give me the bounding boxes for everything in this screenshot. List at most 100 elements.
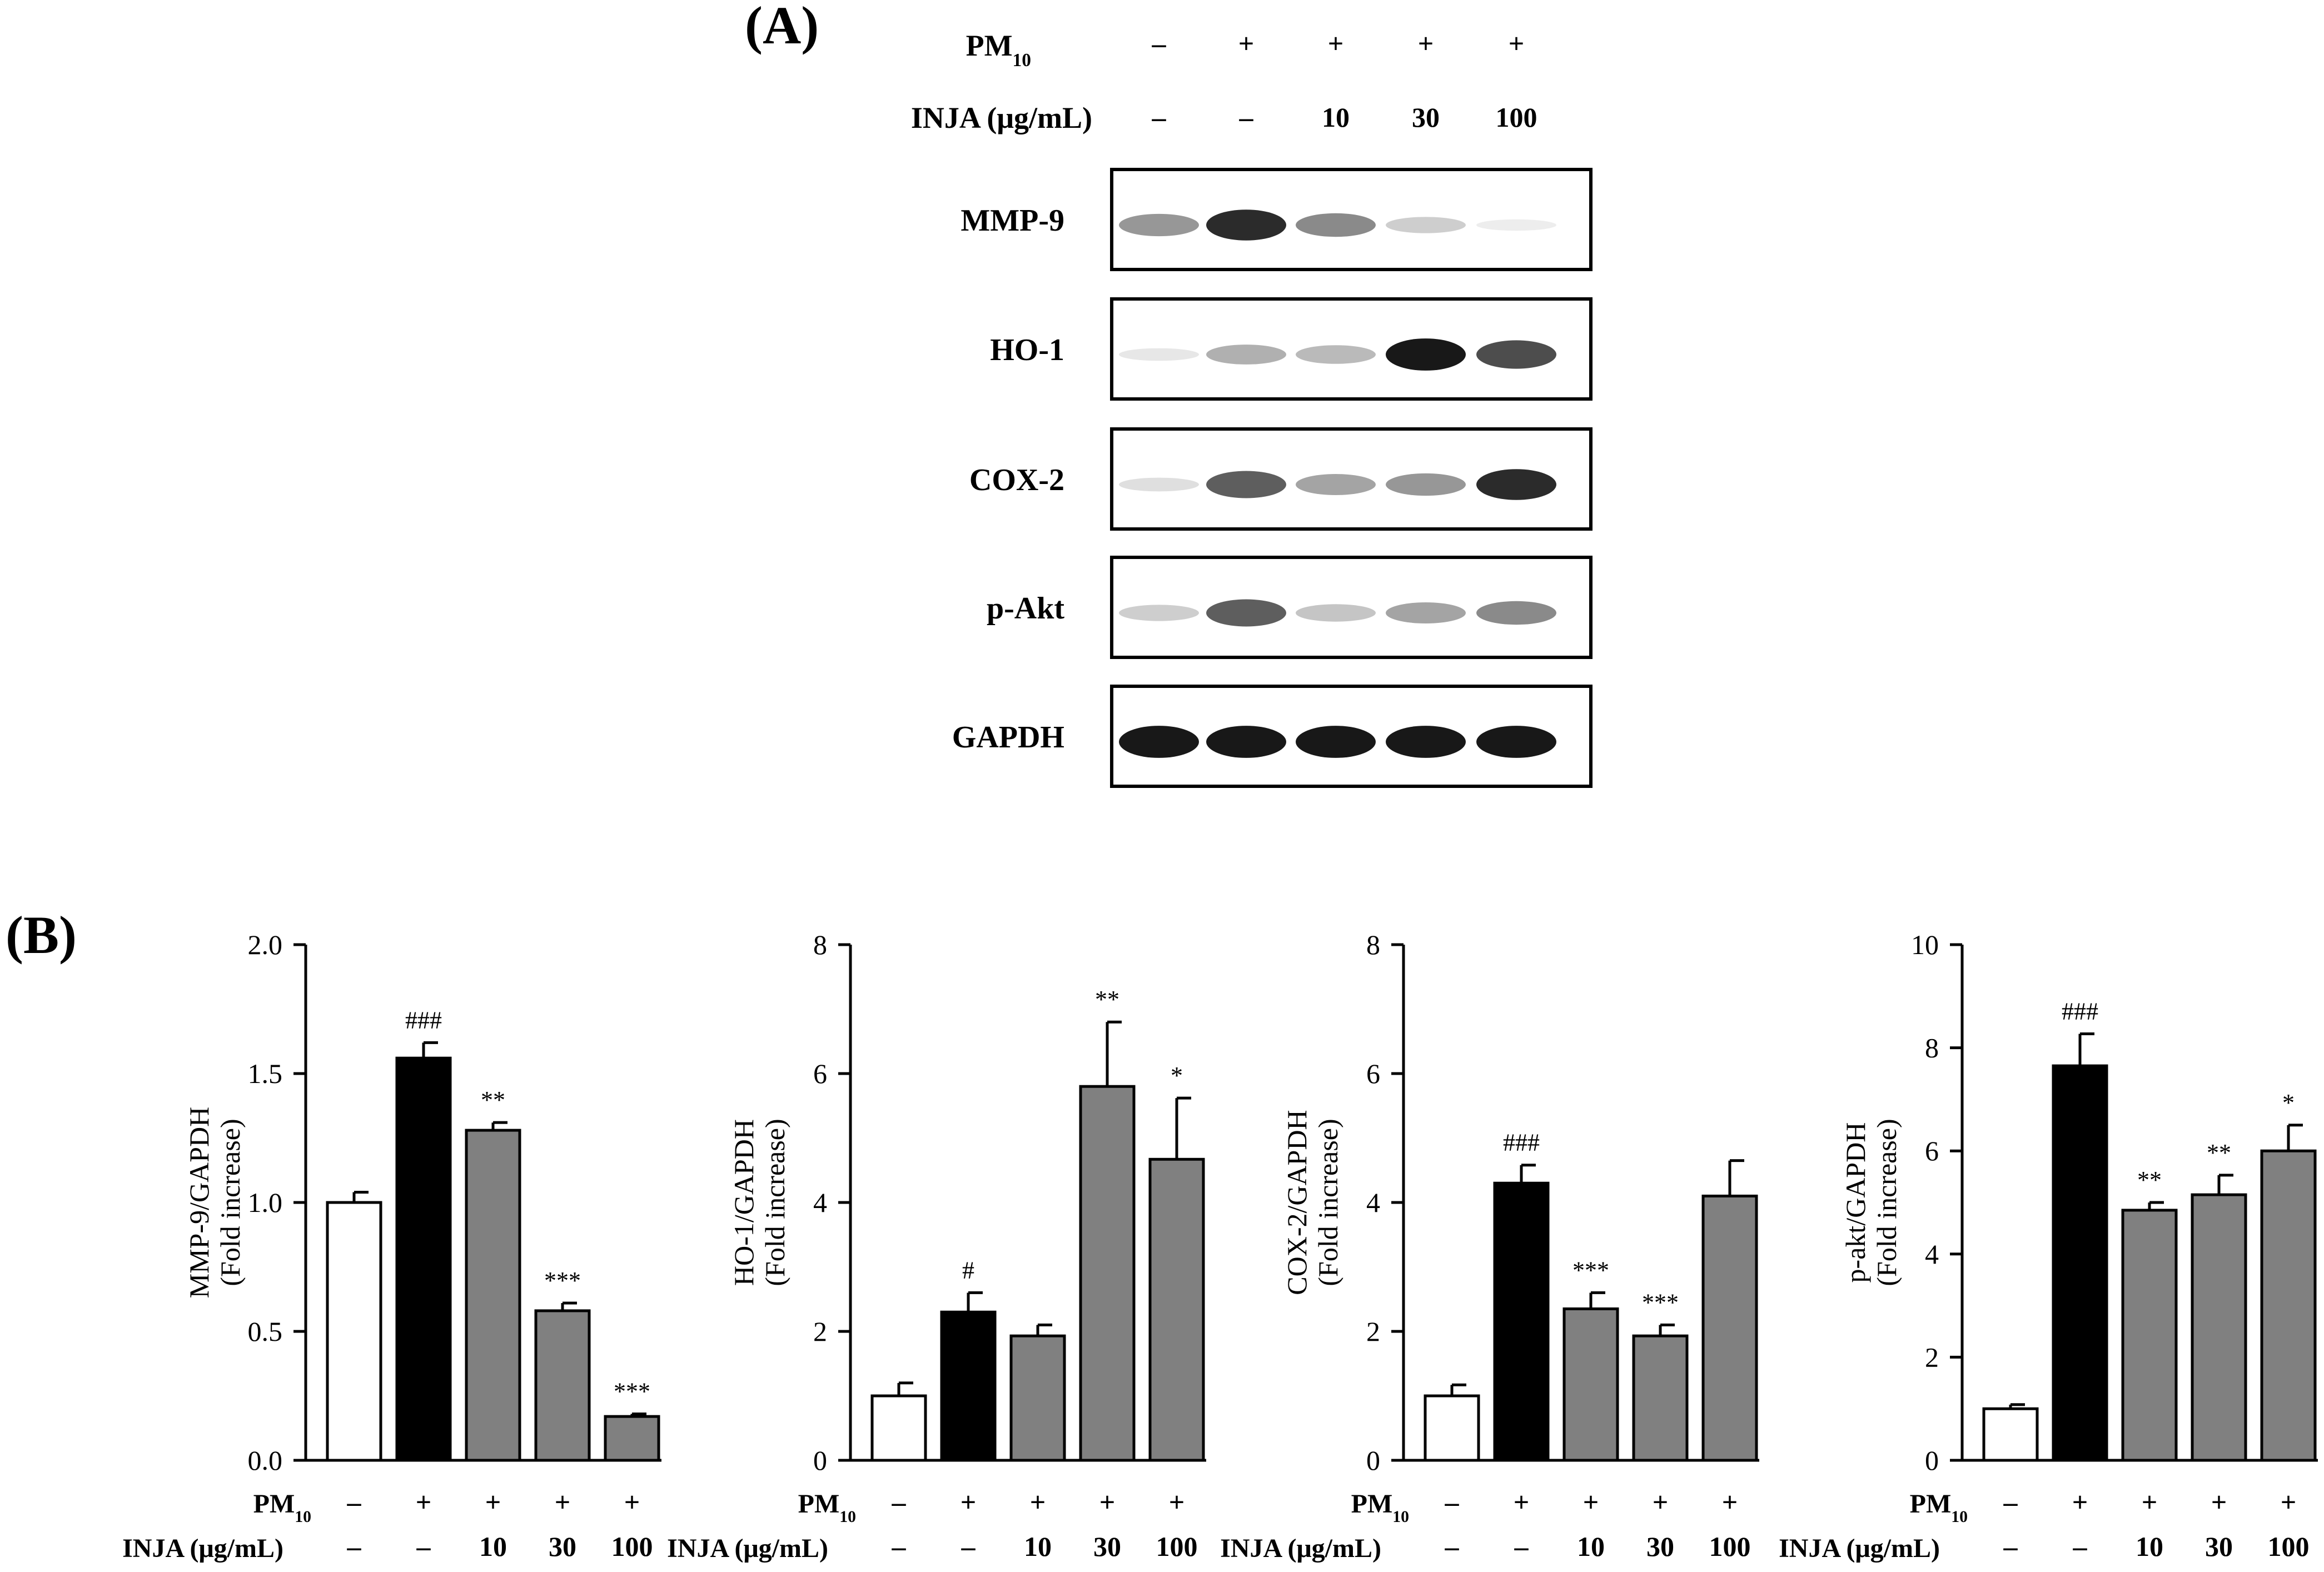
bar xyxy=(1079,1085,1136,1462)
pm-value: + xyxy=(1583,1486,1599,1518)
blot-row-label: COX-2 xyxy=(969,463,1064,497)
blot-band xyxy=(1476,726,1556,758)
significance-mark: * xyxy=(1171,1062,1183,1089)
pm-value: + xyxy=(1169,1486,1185,1518)
blot-inja-value: 30 xyxy=(1412,102,1440,133)
inja-value: – xyxy=(1514,1531,1529,1562)
blot-band xyxy=(1296,213,1376,237)
significance-mark: *** xyxy=(1572,1256,1609,1284)
significance-mark: *** xyxy=(614,1378,650,1405)
blot-band xyxy=(1386,217,1466,233)
blot-band xyxy=(1119,348,1199,361)
pm-label-subscript: 10 xyxy=(839,1508,856,1526)
bar xyxy=(1701,1194,1758,1462)
significance-mark: *** xyxy=(1642,1289,1679,1316)
inja-value: – xyxy=(416,1531,431,1562)
blot-band xyxy=(1386,602,1466,623)
blot-band xyxy=(1476,219,1556,231)
y-tick-label: 8 xyxy=(1366,929,1380,960)
chart-3: 0 2 4 6 8 COX-2/GAPDH (Fold increase) – – ### + – **… xyxy=(1220,929,1759,1563)
inja-value: 30 xyxy=(1093,1531,1121,1562)
blot-inja-value: 10 xyxy=(1322,102,1350,133)
inja-value: – xyxy=(347,1531,362,1562)
y-tick-label: 2 xyxy=(813,1316,827,1347)
pm-label: PM10 xyxy=(1351,1489,1409,1526)
panel-a-label: (A) xyxy=(745,0,819,55)
blot-band xyxy=(1206,471,1286,498)
pm-label-text: PM xyxy=(798,1489,840,1519)
y-tick-label: 4 xyxy=(1366,1187,1380,1218)
y-tick-label: 10 xyxy=(1911,929,1939,960)
y-tick-label: 4 xyxy=(1925,1239,1939,1270)
blot-pm-value: + xyxy=(1509,28,1525,59)
blot-band xyxy=(1296,726,1376,758)
bar xyxy=(2260,1149,2317,1462)
pm-label: PM10 xyxy=(1910,1489,1968,1526)
y-tick-label: 6 xyxy=(1925,1135,1939,1166)
inja-label: INJA (μg/mL) xyxy=(1220,1534,1381,1563)
pm-value: + xyxy=(555,1486,571,1518)
inja-value: 100 xyxy=(611,1531,653,1562)
significance-mark: ** xyxy=(2137,1166,2162,1194)
significance-mark: ### xyxy=(2062,998,2098,1025)
bar xyxy=(604,1415,660,1462)
pm-label-text: PM xyxy=(1910,1489,1952,1519)
pm-label-subscript: 10 xyxy=(295,1508,311,1526)
bar xyxy=(2052,1064,2108,1462)
blot-band xyxy=(1206,726,1286,758)
inja-value: 10 xyxy=(1577,1531,1605,1562)
pm-label: PM10 xyxy=(253,1489,311,1526)
inja-value: 100 xyxy=(2268,1531,2310,1562)
blot-band xyxy=(1386,473,1466,496)
inja-value: 30 xyxy=(1646,1531,1674,1562)
pm-label-text: PM xyxy=(1351,1489,1393,1519)
blot-band xyxy=(1206,599,1286,627)
bar xyxy=(1493,1181,1550,1462)
blot-pm-label: PM10 xyxy=(966,29,1031,71)
inja-label: INJA (μg/mL) xyxy=(667,1534,828,1563)
y-axis-label-units: (Fold increase) xyxy=(759,1119,790,1286)
blot-inja-label: INJA (μg/mL) xyxy=(911,101,1092,134)
blot-band xyxy=(1386,726,1466,758)
y-tick-label: 6 xyxy=(813,1058,827,1089)
blot-row-label: MMP-9 xyxy=(961,203,1064,238)
y-axis-label: COX-2/GAPDH xyxy=(1281,1110,1312,1295)
blot-band xyxy=(1296,345,1376,364)
y-tick-label: 0 xyxy=(813,1445,827,1476)
inja-label: INJA (μg/mL) xyxy=(122,1534,283,1563)
pm-value: + xyxy=(624,1486,640,1518)
pm-value: + xyxy=(1653,1486,1669,1518)
y-axis-label: p-akt/GAPDH xyxy=(1840,1122,1871,1283)
bar xyxy=(2121,1209,2178,1462)
pm-value: – xyxy=(2003,1486,2018,1518)
blot-inja-value: 100 xyxy=(1496,102,1537,133)
pm-label-subscript: 10 xyxy=(1392,1508,1409,1526)
y-axis-label-units: (Fold increase) xyxy=(1871,1119,1902,1286)
significance-mark: ### xyxy=(1503,1129,1540,1156)
y-tick-label: 1.0 xyxy=(248,1187,283,1218)
pm-value: – xyxy=(1445,1486,1460,1518)
inja-value: 10 xyxy=(2136,1531,2163,1562)
inja-value: – xyxy=(2003,1531,2018,1562)
inja-value: 10 xyxy=(1024,1531,1052,1562)
pm-value: + xyxy=(2142,1486,2158,1518)
blot-band xyxy=(1476,340,1556,369)
y-tick-label: 1.5 xyxy=(248,1058,283,1089)
significance-mark: # xyxy=(962,1256,974,1284)
blot-band xyxy=(1119,605,1199,621)
significance-mark: ### xyxy=(405,1006,442,1034)
blot-row-label: GAPDH xyxy=(952,720,1064,755)
panel-b-label: (B) xyxy=(6,905,77,965)
blot-pm-label-text: PM xyxy=(966,29,1013,62)
blot-pm-value: + xyxy=(1328,28,1344,59)
inja-label: INJA (μg/mL) xyxy=(1779,1534,1940,1563)
bar xyxy=(870,1394,927,1462)
blot-band xyxy=(1386,338,1466,371)
blot-band xyxy=(1476,469,1556,500)
blot-band xyxy=(1119,726,1199,758)
